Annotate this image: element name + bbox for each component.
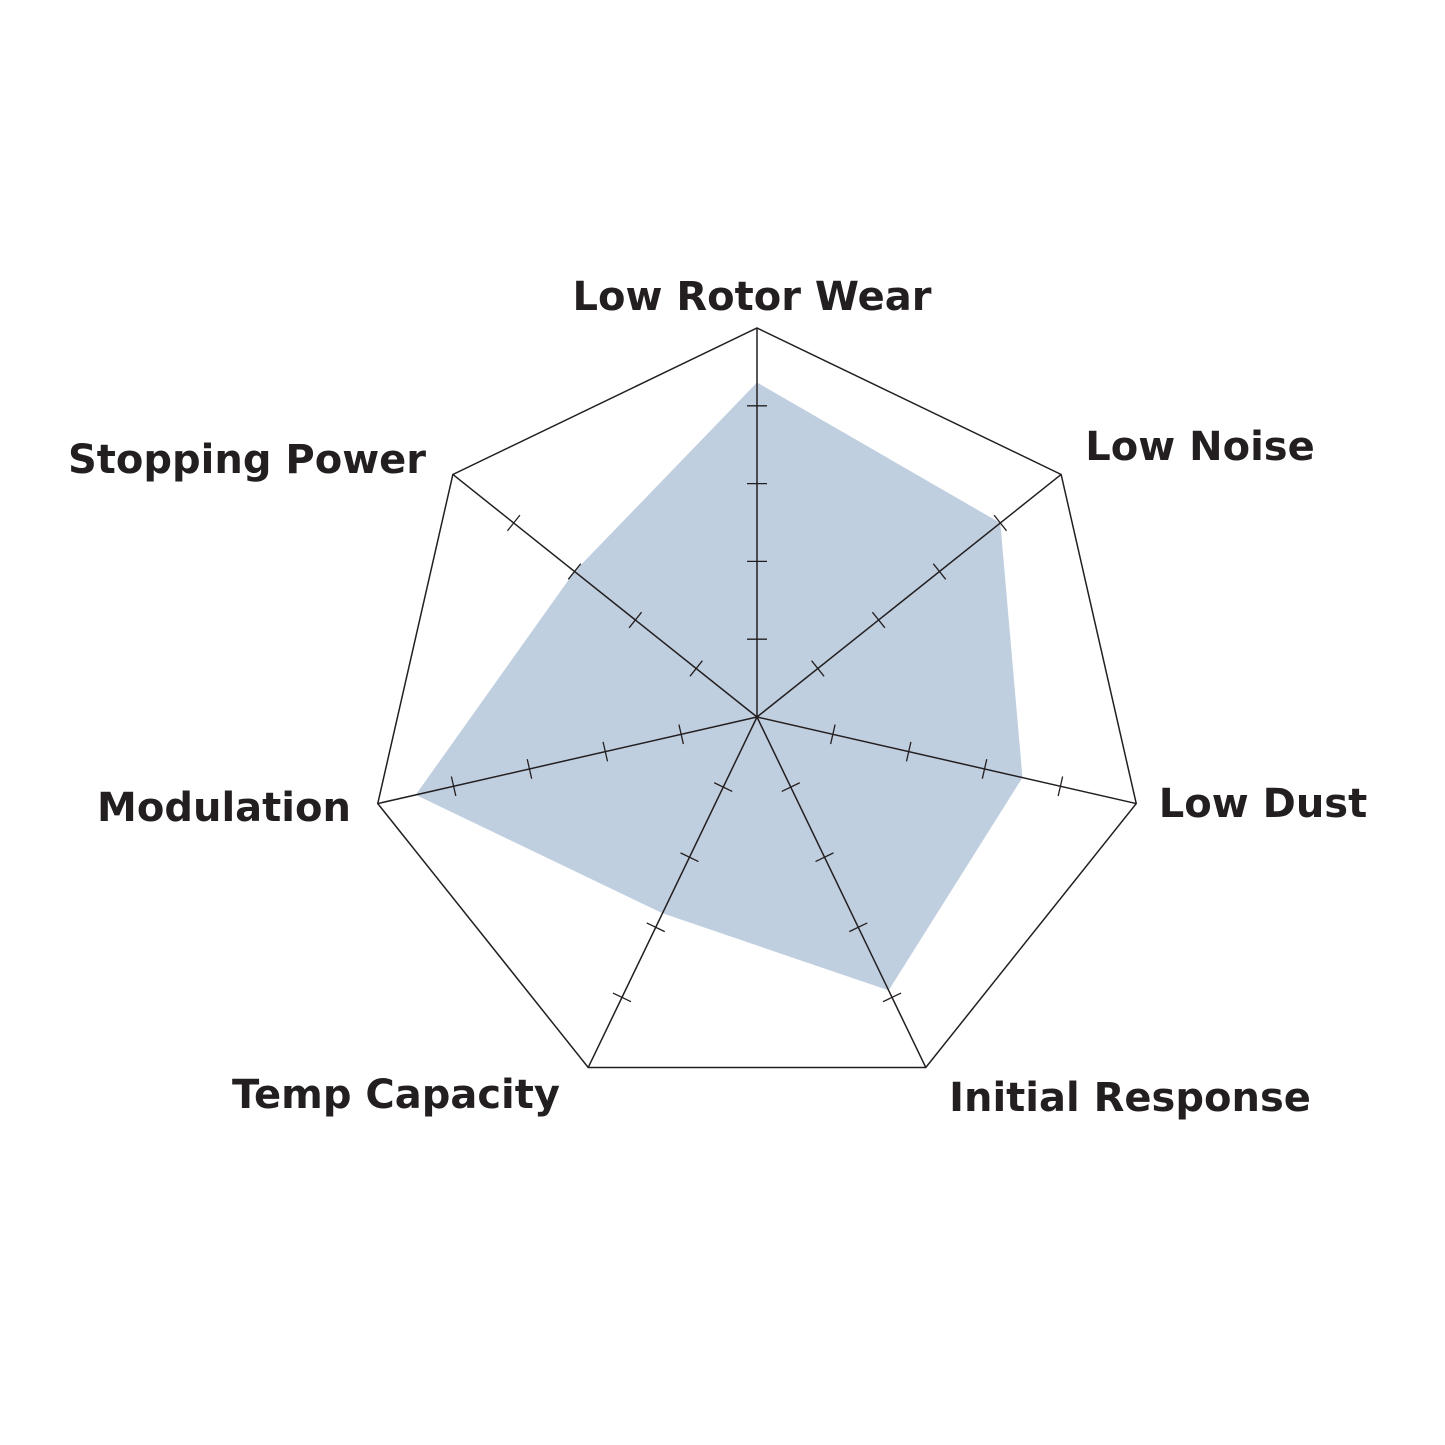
axis-label: Low Noise: [1085, 424, 1314, 470]
axis-spoke: [587, 716, 758, 1068]
outer-polygon: [376, 327, 1138, 1069]
axis-tick: [848, 922, 868, 933]
axis-tick: [871, 611, 886, 629]
axis-spoke: [756, 473, 1062, 718]
axis-tick: [602, 741, 609, 762]
radar-grid: [376, 327, 1138, 1069]
axis-spoke: [756, 716, 927, 1068]
axis-label: Temp Capacity: [232, 1072, 560, 1118]
axis-tick: [781, 782, 801, 793]
axis-spoke: [756, 716, 1137, 805]
axis-tick: [932, 563, 947, 580]
axis-tick: [905, 741, 912, 762]
axis-tick: [689, 660, 703, 677]
axis-tick: [506, 514, 521, 532]
axis-tick: [1057, 776, 1064, 797]
axis-tick: [829, 724, 836, 745]
axis-spoke: [452, 473, 758, 718]
axis-tick: [628, 611, 643, 629]
axis-spoke: [377, 716, 758, 805]
axis-label: Low Rotor Wear: [573, 274, 932, 320]
axis-tick: [882, 992, 902, 1003]
axis-tick: [612, 992, 632, 1003]
axis-label: Stopping Power: [68, 437, 426, 483]
axis-tick: [811, 660, 825, 677]
axis-tick: [981, 759, 988, 779]
axis-labels: Low Rotor Wear Low Noise Low Dust Initia…: [68, 274, 1367, 1121]
axis-tick: [680, 852, 699, 863]
axis-tick: [815, 852, 834, 863]
axis-tick: [993, 514, 1008, 532]
axis-tick: [450, 776, 457, 797]
axis-tick: [713, 782, 733, 793]
axis-tick: [567, 563, 582, 580]
axis-tick: [526, 759, 533, 779]
axis-label: Modulation: [97, 785, 351, 831]
axis-label: Low Dust: [1159, 781, 1367, 827]
axis-tick: [678, 724, 685, 745]
axis-label: Initial Response: [949, 1075, 1311, 1121]
axis-tick: [646, 922, 666, 933]
